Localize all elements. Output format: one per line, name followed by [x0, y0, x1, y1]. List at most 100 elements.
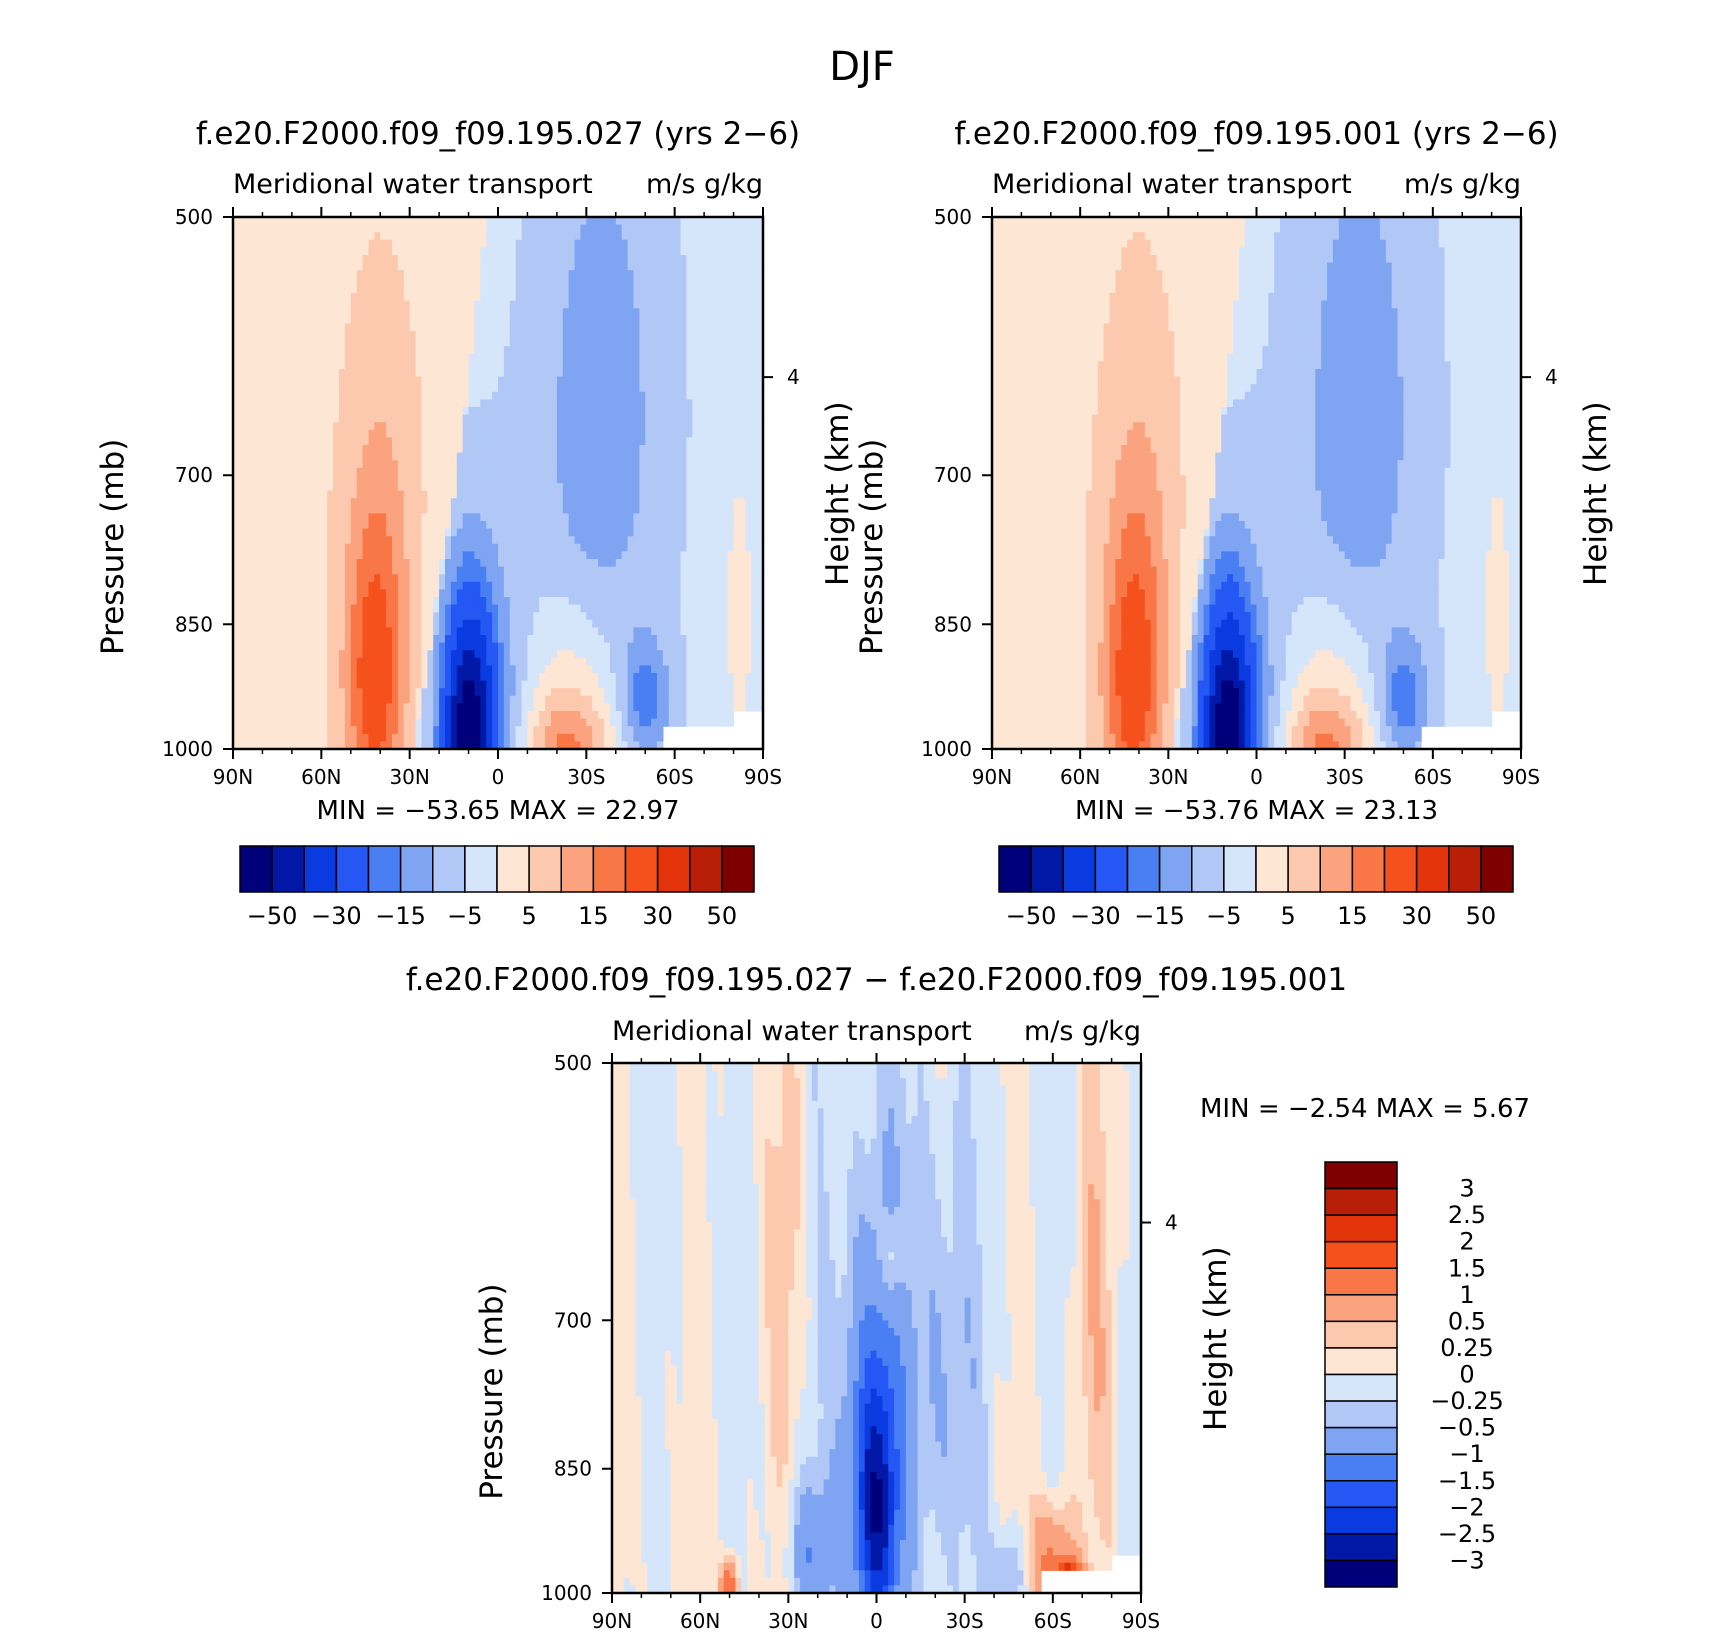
field-cell — [463, 247, 469, 255]
field-cell — [439, 331, 445, 339]
field-cell — [310, 703, 316, 711]
field-cell — [363, 232, 369, 240]
field-cell — [321, 361, 327, 369]
field-cell — [445, 498, 451, 506]
field-cell — [274, 270, 280, 278]
field-cell — [416, 293, 422, 301]
field-cell — [357, 559, 363, 567]
field-cell — [469, 536, 475, 544]
field-cell — [345, 301, 351, 309]
field-cell — [310, 498, 316, 506]
field-cell — [333, 643, 339, 651]
field-cell — [374, 422, 380, 430]
field-cell — [451, 415, 457, 423]
field-cell — [363, 361, 369, 369]
field-cell — [274, 285, 280, 293]
field-cell — [433, 407, 439, 415]
field-cell — [245, 316, 251, 324]
field-cell — [357, 711, 363, 719]
field-cell — [392, 529, 398, 537]
field-cell — [445, 460, 451, 468]
field-cell — [445, 597, 451, 605]
field-cell — [445, 734, 451, 742]
field-cell — [351, 285, 357, 293]
field-cell — [262, 415, 268, 423]
field-cell — [445, 688, 451, 696]
field-cell — [404, 536, 410, 544]
field-cell — [351, 521, 357, 529]
field-cell — [374, 339, 380, 347]
field-cell — [298, 612, 304, 620]
field-cell — [304, 308, 310, 316]
field-cell — [292, 407, 298, 415]
field-cell — [304, 589, 310, 597]
field-cell — [392, 574, 398, 582]
field-cell — [345, 506, 351, 514]
field-cell — [339, 346, 345, 354]
field-cell — [363, 681, 369, 689]
field-cell — [469, 658, 475, 666]
field-cell — [239, 399, 245, 407]
field-cell — [463, 460, 469, 468]
field-cell — [257, 696, 263, 704]
field-cell — [427, 392, 433, 400]
field-cell — [298, 529, 304, 537]
field-cell — [310, 308, 316, 316]
field-cell — [315, 612, 321, 620]
field-cell — [321, 711, 327, 719]
field-cell — [410, 301, 416, 309]
field-cell — [268, 240, 274, 248]
field-cell — [463, 285, 469, 293]
field-cell — [457, 582, 463, 590]
field-cell — [410, 612, 416, 620]
field-cell — [298, 354, 304, 362]
field-cell — [327, 521, 333, 529]
field-cell — [357, 627, 363, 635]
field-cell — [268, 475, 274, 483]
field-cell — [374, 635, 380, 643]
field-cell — [333, 339, 339, 347]
field-cell — [274, 650, 280, 658]
field-cell — [274, 627, 280, 635]
field-cell — [421, 407, 427, 415]
field-cell — [280, 263, 286, 271]
field-cell — [321, 643, 327, 651]
field-cell — [398, 399, 404, 407]
field-cell — [380, 673, 386, 681]
field-cell — [333, 475, 339, 483]
figure-canvas: DJF f.e20.F2000.f09_f09.195.027 (yrs 2−6… — [0, 0, 1710, 1636]
field-cell — [268, 567, 274, 575]
field-cell — [357, 498, 363, 506]
field-cell — [327, 285, 333, 293]
field-cell — [457, 658, 463, 666]
field-cell — [427, 620, 433, 628]
field-cell — [410, 650, 416, 658]
field-cell — [398, 574, 404, 582]
field-cell — [374, 643, 380, 651]
field-cell — [421, 506, 427, 514]
field-cell — [463, 521, 469, 529]
field-cell — [404, 346, 410, 354]
field-cell — [333, 437, 339, 445]
field-cell — [451, 673, 457, 681]
field-cell — [339, 498, 345, 506]
field-cell — [262, 407, 268, 415]
field-cell — [457, 506, 463, 514]
field-cell — [463, 627, 469, 635]
field-cell — [433, 498, 439, 506]
field-cell — [274, 369, 280, 377]
field-cell — [451, 399, 457, 407]
field-cell — [410, 468, 416, 476]
field-cell — [280, 354, 286, 362]
field-cell — [239, 331, 245, 339]
field-cell — [410, 597, 416, 605]
field-cell — [333, 567, 339, 575]
field-cell — [268, 301, 274, 309]
field-cell — [469, 681, 475, 689]
field-cell — [463, 468, 469, 476]
field-cell — [298, 551, 304, 559]
field-cell — [333, 597, 339, 605]
field-cell — [363, 696, 369, 704]
field-cell — [257, 529, 263, 537]
field-cell — [421, 521, 427, 529]
